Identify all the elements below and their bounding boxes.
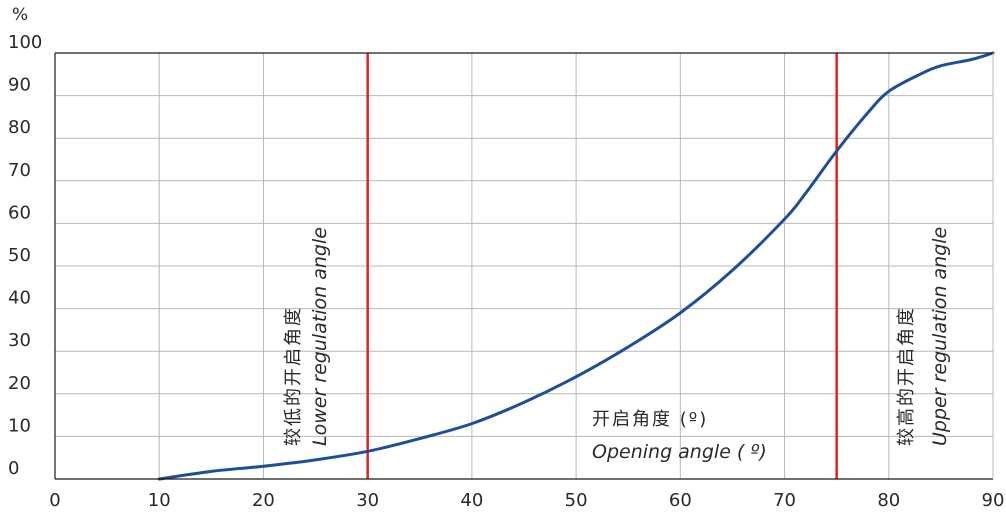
y-tick-label: 30	[8, 330, 31, 351]
x-tick-label: 60	[669, 490, 692, 511]
y-tick-label: 100	[8, 32, 42, 53]
y-tick-label: 0	[8, 458, 19, 479]
x-tick-label: 10	[148, 490, 171, 511]
y-tick-label: 70	[8, 160, 31, 181]
x-tick-label: 20	[252, 490, 275, 511]
y-tick-label: 20	[8, 373, 31, 394]
x-tick-label: 90	[982, 490, 1005, 511]
y-tick-label: 40	[8, 288, 31, 309]
upper-regulation-annotation: 较高的开启角度 Upper regulation angle	[896, 227, 951, 446]
y-tick-label: 90	[8, 75, 31, 96]
x-tick-label: 70	[773, 490, 796, 511]
x-tick-label: 50	[565, 490, 588, 511]
grid	[55, 53, 993, 479]
marker-label-en: Upper regulation angle	[929, 227, 951, 446]
x-tick-label: 80	[877, 490, 900, 511]
y-unit-label: %	[12, 5, 28, 25]
opening-curve-series	[157, 51, 995, 481]
curve-layer	[157, 51, 995, 481]
x-tick-label: 0	[49, 490, 60, 511]
y-tick-label: 10	[8, 415, 31, 436]
marker-label-en: Lower regulation angle	[309, 227, 331, 446]
y-tick-label: 60	[8, 202, 31, 223]
x-annotation-en: Opening angle ( º)	[592, 441, 767, 463]
x-tick-label: 30	[356, 490, 379, 511]
marker-label-cn: 较低的开启角度	[283, 306, 304, 446]
lower-regulation-annotation: 较低的开启角度 Lower regulation angle	[283, 227, 331, 446]
axes	[54, 52, 994, 480]
x-annotation-cn: 开启角度 (º)	[592, 409, 708, 430]
vertical-markers	[366, 53, 838, 479]
labels: 0 10 20 30 40 50 60 70 80 90 100% 0 10 20 30 40 50 60 70 80…	[8, 5, 1004, 511]
marker-label-cn: 较高的开启角度	[896, 306, 917, 446]
y-tick-label: 50	[8, 245, 31, 266]
y-tick-label: 80	[8, 117, 31, 138]
x-tick-label: 40	[460, 490, 483, 511]
